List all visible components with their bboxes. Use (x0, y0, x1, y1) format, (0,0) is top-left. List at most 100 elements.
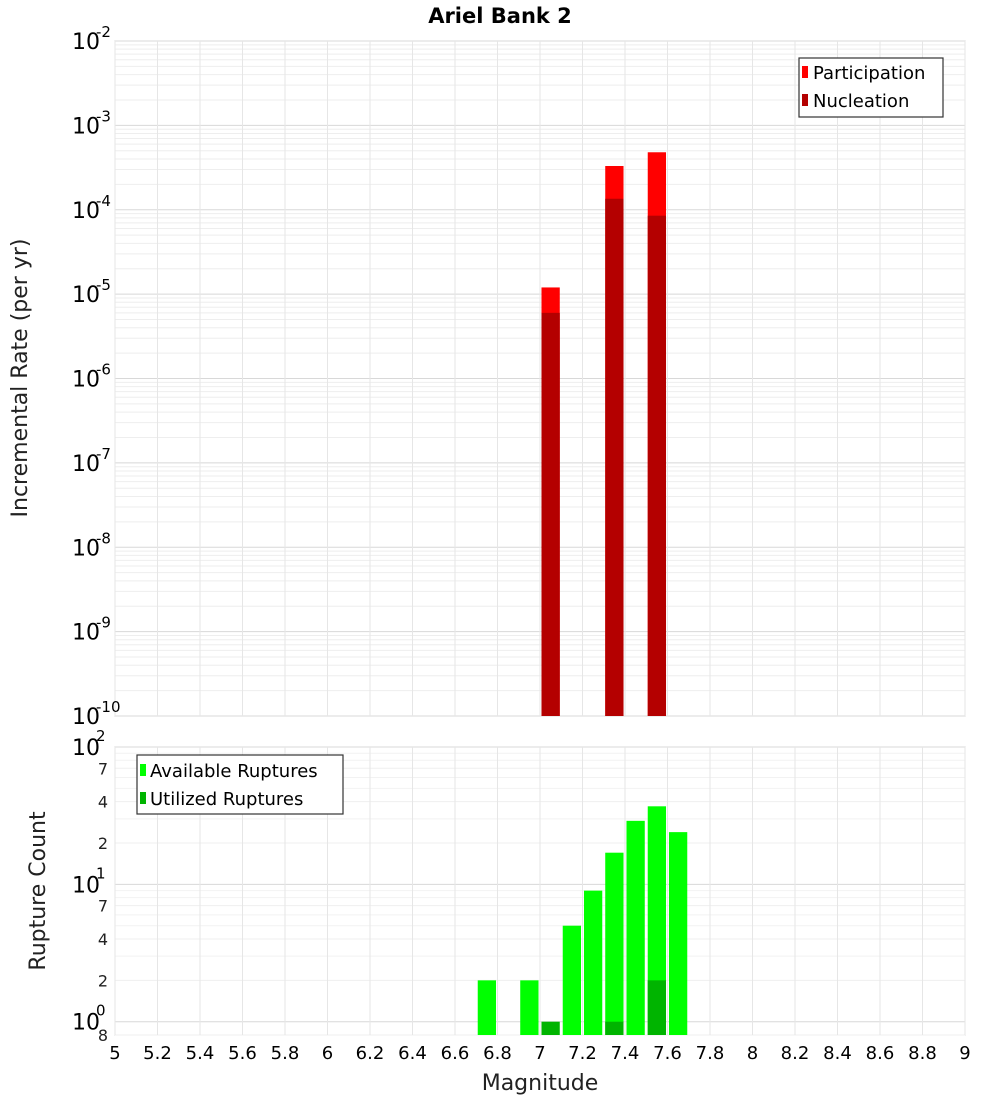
bottom-y-minor-tick-label: 8 (98, 1026, 108, 1045)
bar-nucleation-7-05 (541, 312, 560, 716)
bar-utilized-ruptures-7-35 (605, 1021, 624, 1035)
y-tick-base: 10 (72, 536, 100, 561)
top-grid (114, 40, 966, 717)
bar-nucleation-7-55 (647, 215, 667, 717)
y-tick-base: 10 (72, 114, 100, 139)
bottom-legend: Available Ruptures Utilized Ruptures (136, 754, 344, 815)
y-tick-exponent: -5 (96, 276, 111, 294)
x-axis-ticks: 5 5.2 5.4 5.6 5.8 6 6.2 6.4 6.6 6.8 7 7.2 7.4 7.6 7.8 8… (109, 1043, 970, 1064)
x-tick-label: 8.2 (781, 1043, 810, 1064)
bottom-grid (114, 746, 966, 1036)
x-tick-label: 6.8 (483, 1043, 512, 1064)
y-tick-exponent: -3 (96, 107, 111, 125)
y-tick-exponent: -4 (96, 192, 111, 210)
x-tick-label: 5.6 (228, 1043, 257, 1064)
bar-nucleation-7-35 (605, 198, 624, 717)
y-tick-exponent: -6 (96, 361, 111, 379)
y-tick-exponent: -9 (96, 614, 111, 632)
x-tick-label: 8 (747, 1043, 758, 1064)
y-tick-base: 10 (72, 30, 100, 55)
y-tick-base: 10 (72, 1011, 100, 1036)
x-tick-label: 6.6 (441, 1043, 470, 1064)
y-tick-base: 10 (72, 452, 100, 477)
bottom-y-axis-title: Rupture Count (26, 811, 51, 971)
legend-label-available-ruptures: Available Ruptures (150, 761, 318, 782)
bottom-y-minor-tick-label: 4 (98, 793, 108, 812)
bottom-y-minor-tick-label: 7 (98, 897, 108, 916)
y-tick-exponent: 1 (96, 864, 106, 882)
bottom-y-minor-tick-label: 2 (98, 834, 108, 853)
x-tick-label: 5.8 (271, 1043, 300, 1064)
top-y-tick-label: 10-6 (72, 361, 111, 393)
bar-available-ruptures-6-75 (477, 980, 497, 1035)
x-tick-label: 7.6 (653, 1043, 682, 1064)
x-tick-label: 6.4 (398, 1043, 427, 1064)
bottom-y-tick-label: 100 (72, 1002, 106, 1036)
y-tick-exponent: -2 (96, 23, 111, 41)
bar-utilized-ruptures-7-05 (541, 1021, 560, 1035)
bottom-y-tick-label: 102 (72, 727, 106, 761)
y-tick-exponent: 0 (96, 1002, 106, 1020)
legend-swatch-utilized-ruptures (140, 792, 146, 804)
bottom-y-minor-tick-label: 2 (98, 971, 108, 990)
top-y-tick-label: 10-4 (72, 192, 111, 224)
bottom-y-minor-tick-label: 7 (98, 759, 108, 778)
x-tick-label: 6.2 (356, 1043, 385, 1064)
top-legend: Participation Nucleation (798, 57, 944, 118)
top-y-tick-label: 10-9 (72, 614, 111, 646)
top-bars (541, 152, 667, 717)
top-y-tick-label: 10-7 (72, 445, 111, 477)
x-tick-label: 9 (959, 1043, 970, 1064)
x-tick-label: 7.2 (568, 1043, 597, 1064)
legend-swatch-nucleation (802, 94, 808, 106)
legend-swatch-available-ruptures (140, 764, 146, 776)
top-y-tick-label: 10-3 (72, 107, 111, 139)
legend-swatch-participation (802, 66, 808, 78)
x-tick-label: 7.8 (696, 1043, 725, 1064)
y-tick-base: 10 (72, 873, 100, 898)
x-tick-label: 5 (109, 1043, 120, 1064)
top-y-axis-title: Incremental Rate (per yr) (8, 239, 33, 518)
bar-available-ruptures-7-65 (668, 832, 688, 1035)
top-y-tick-label: 10-10 (72, 698, 121, 730)
x-tick-label: 5.4 (186, 1043, 215, 1064)
y-tick-exponent: 2 (96, 727, 106, 745)
y-tick-base: 10 (72, 283, 100, 308)
bar-available-ruptures-7-45 (626, 820, 645, 1035)
bar-utilized-ruptures-7-55 (647, 980, 667, 1035)
bar-available-ruptures-7-25 (583, 890, 603, 1035)
y-tick-exponent: -10 (96, 698, 121, 716)
x-tick-label: 7.4 (611, 1043, 640, 1064)
x-tick-label: 5.2 (143, 1043, 172, 1064)
chart-title: Ariel Bank 2 (428, 4, 572, 28)
x-tick-label: 6 (322, 1043, 333, 1064)
top-legend-box (798, 57, 944, 118)
top-y-tick-label: 10-5 (72, 276, 111, 308)
y-tick-exponent: -7 (96, 445, 111, 463)
legend-label-participation: Participation (813, 63, 925, 84)
y-tick-base: 10 (72, 621, 100, 646)
bottom-legend-box (136, 754, 344, 815)
y-tick-base: 10 (72, 368, 100, 393)
x-axis-title: Magnitude (482, 1071, 599, 1096)
top-panel: 10-210-310-410-510-610-710-810-910-10 In… (8, 23, 966, 730)
bar-available-ruptures-6-95 (520, 980, 539, 1035)
bar-available-ruptures-7-15 (562, 925, 582, 1035)
bottom-bars (477, 806, 688, 1035)
bar-available-ruptures-7-35 (605, 852, 624, 1035)
x-tick-label: 8.8 (908, 1043, 937, 1064)
x-tick-label: 8.6 (866, 1043, 895, 1064)
bar-available-ruptures-7-55 (647, 806, 667, 1035)
top-y-tick-label: 10-8 (72, 529, 111, 561)
bottom-y-minor-tick-label: 4 (98, 930, 108, 949)
legend-label-nucleation: Nucleation (813, 91, 909, 112)
y-tick-base: 10 (72, 736, 100, 761)
legend-label-utilized-ruptures: Utilized Ruptures (150, 789, 303, 810)
x-tick-label: 7 (534, 1043, 545, 1064)
top-y-tick-label: 10-2 (72, 23, 111, 55)
bottom-y-tick-label: 101 (72, 864, 106, 898)
y-tick-exponent: -8 (96, 529, 111, 547)
